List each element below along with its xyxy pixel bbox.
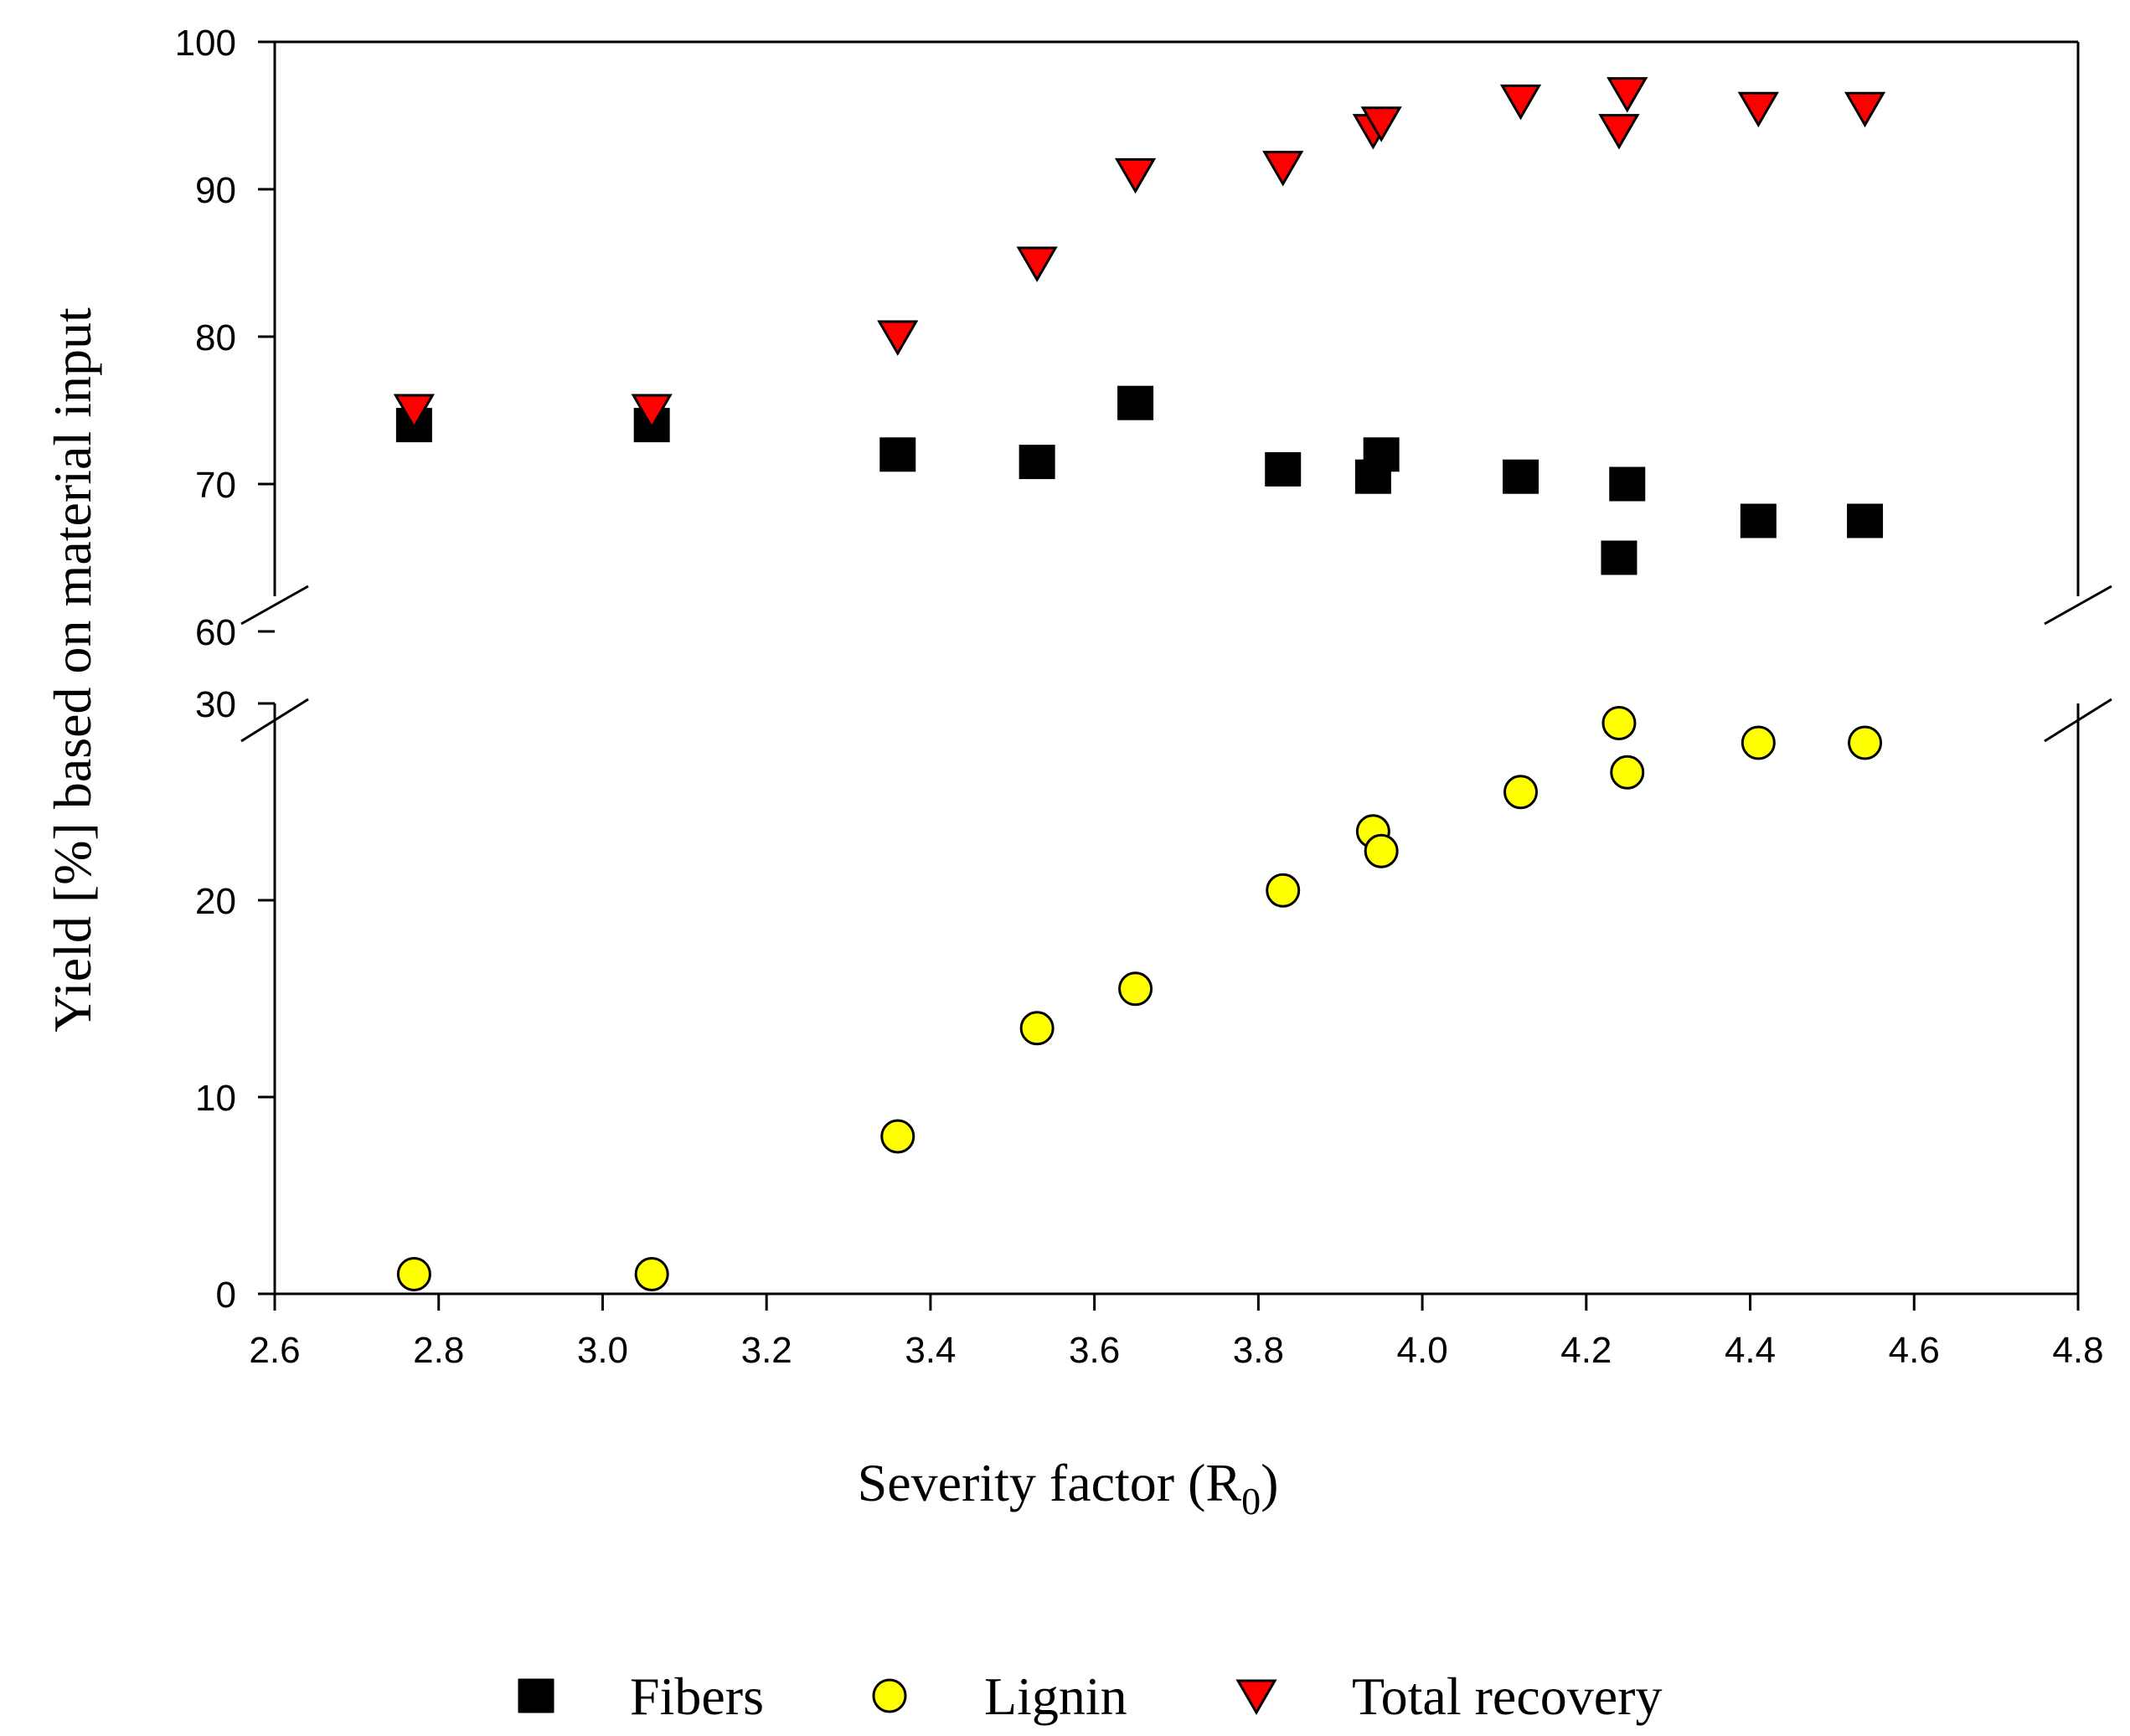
triangle-point (1598, 114, 1640, 150)
x-tick-label: 3.6 (1069, 1330, 1120, 1371)
x-tick-label: 4.6 (1889, 1330, 1940, 1371)
circle-point (1266, 873, 1301, 908)
legend-marker-circle (872, 1678, 907, 1713)
triangle-point (393, 394, 435, 430)
circle-point (1019, 1011, 1055, 1046)
y-tick-label: 60 (195, 612, 236, 653)
series-lignin (396, 706, 1883, 1291)
series-total-recovery (393, 77, 1886, 430)
x-tick-label: 3.0 (577, 1330, 628, 1371)
square-point (1265, 451, 1302, 487)
y-axis: 0 10 20 30 60 70 80 90 100 (175, 23, 275, 1316)
square-point (1609, 466, 1646, 502)
circle-point (1118, 971, 1153, 1007)
x-axis-title-text: Severity factor (R (858, 1453, 1242, 1512)
plot-frame (240, 40, 2112, 1296)
x-axis-title-subscript: 0 (1241, 1480, 1261, 1522)
triangle-point (1016, 246, 1058, 282)
legend-marker-triangle-down (1235, 1679, 1277, 1715)
square-point (1363, 437, 1400, 472)
square-point (879, 437, 916, 472)
triangle-point (1499, 84, 1542, 121)
legend: Fibers Lignin Total recovery (518, 1666, 1662, 1726)
square-point (1503, 459, 1539, 494)
data-marks (393, 77, 1886, 1291)
y-tick-label: 20 (195, 881, 236, 922)
circle-point (1741, 725, 1776, 760)
y-tick-label: 100 (175, 23, 236, 64)
triangle-point (1844, 91, 1886, 128)
triangle-point (631, 394, 673, 430)
triangle-point (1114, 157, 1157, 194)
x-tick-label: 4.2 (1560, 1330, 1612, 1371)
axis-break-mark-left-lower (240, 698, 309, 743)
square-point (1117, 385, 1154, 420)
y-tick-label: 30 (195, 684, 236, 725)
y-tick-label: 10 (195, 1078, 236, 1119)
circle-point (1364, 833, 1399, 868)
x-tick-label: 4.4 (1725, 1330, 1776, 1371)
x-tick-label: 2.6 (249, 1330, 300, 1371)
y-tick-label: 80 (195, 317, 236, 358)
square-point (1847, 503, 1884, 538)
circle-point (634, 1257, 669, 1291)
x-axis: 2.6 2.8 3.0 3.2 3.4 3.6 3.8 4.0 4.2 4.4 4.6 4.8 (249, 1294, 2104, 1371)
x-tick-label: 3.2 (741, 1330, 792, 1371)
triangle-point (1607, 77, 1648, 113)
y-tick-label: 90 (195, 170, 236, 211)
x-tick-label: 4.0 (1397, 1330, 1448, 1371)
triangle-point (1360, 106, 1402, 142)
y-axis-title: Yield [%] based on material input (43, 307, 102, 1033)
triangle-point (1262, 151, 1304, 187)
circle-point (1848, 725, 1883, 760)
circle-point (1503, 775, 1539, 810)
x-tick-label: 3.8 (1233, 1330, 1284, 1371)
x-axis-title: Severity factor (R0) (858, 1453, 1279, 1522)
circle-point (880, 1119, 915, 1154)
x-tick-label: 3.4 (905, 1330, 956, 1371)
legend-label: Total recovery (1352, 1666, 1662, 1726)
x-tick-label: 4.8 (2052, 1330, 2103, 1371)
y-tick-label: 70 (195, 465, 236, 506)
legend-marker-square (518, 1678, 554, 1713)
legend-label: Lignin (984, 1666, 1127, 1726)
axis-break-mark-left-upper (240, 585, 309, 626)
y-tick-label: 0 (216, 1275, 236, 1316)
triangle-point (877, 320, 919, 356)
legend-label: Fibers (630, 1666, 764, 1726)
triangle-point (1737, 91, 1779, 128)
x-axis-title-suffix: ) (1261, 1453, 1278, 1512)
square-point (1740, 503, 1777, 538)
axis-break-mark-right-lower (2044, 698, 2112, 743)
circle-point (1610, 755, 1645, 790)
axis-break-mark-right-upper (2044, 585, 2112, 626)
circle-point (1601, 706, 1637, 740)
square-point (1601, 540, 1637, 575)
circle-point (396, 1257, 431, 1291)
series-fibers (395, 385, 1884, 575)
x-tick-label: 2.8 (413, 1330, 464, 1371)
square-point (1019, 445, 1055, 480)
